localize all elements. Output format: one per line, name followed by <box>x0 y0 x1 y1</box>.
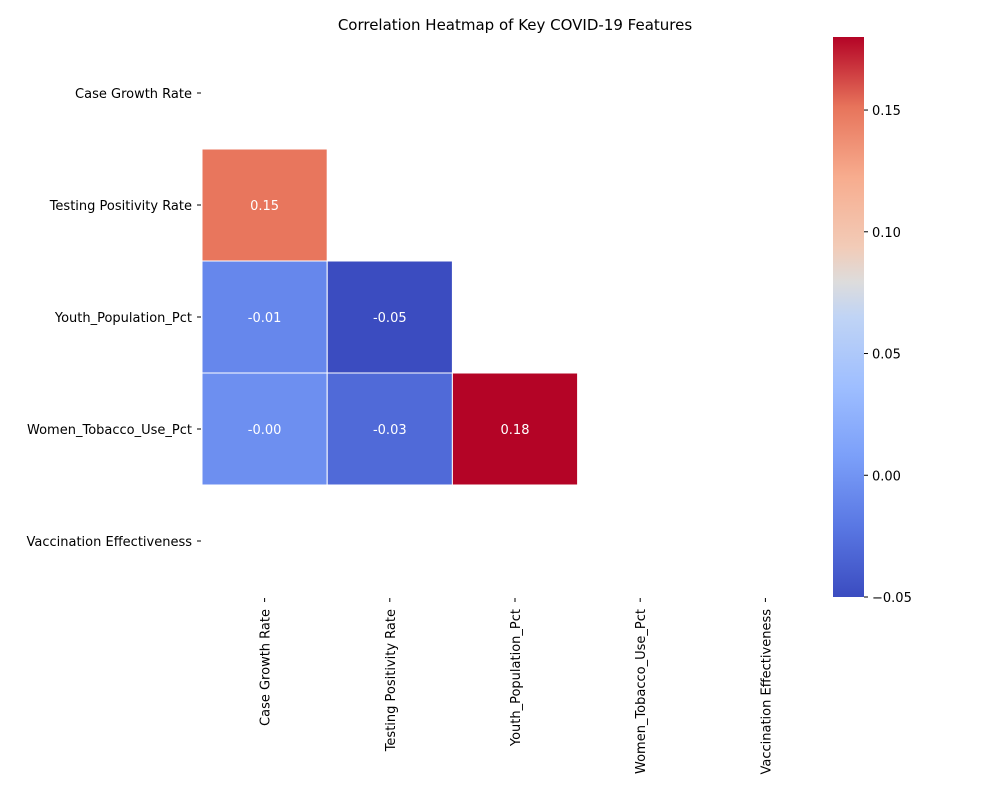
x-tick-label: Youth_Population_Pct <box>509 609 524 747</box>
y-tick-label: Case Growth Rate <box>75 87 192 102</box>
heatmap-cell <box>201 148 328 262</box>
colorbar-gradient <box>833 37 864 597</box>
cell-value-label: -0.05 <box>373 311 407 326</box>
heatmap-cell <box>201 372 328 486</box>
y-axis-labels: Case Growth Rate Testing Positivity Rate Y… <box>27 87 201 550</box>
y-tick-label: Testing Positivity Rate <box>49 199 192 214</box>
cell-value-label: -0.01 <box>248 311 282 326</box>
chart-title: Correlation Heatmap of Key COVID-19 Feat… <box>338 16 693 34</box>
heatmap-cell <box>326 260 453 374</box>
colorbar-tick-label: 0.00 <box>872 469 901 484</box>
y-tick-label: Youth_Population_Pct <box>54 311 192 326</box>
x-tick-label: Women_Tobacco_Use_Pct <box>634 609 649 774</box>
colorbar-tick-label: 0.10 <box>872 226 901 241</box>
cell-value-label: 0.18 <box>501 423 530 438</box>
y-tick-label: Women_Tobacco_Use_Pct <box>27 423 192 438</box>
cell-value-label: -0.03 <box>373 423 407 438</box>
x-tick-label: Case Growth Rate <box>259 609 274 726</box>
heatmap-cell <box>451 372 579 486</box>
colorbar-tick-label: 0.05 <box>872 348 901 363</box>
colorbar-tick-label: 0.15 <box>872 104 901 119</box>
cell-value-label: 0.15 <box>250 199 279 214</box>
colorbar-tick-label: −0.05 <box>872 591 912 606</box>
x-tick-label: Testing Positivity Rate <box>384 609 399 752</box>
y-tick-label: Vaccination Effectiveness <box>27 535 193 550</box>
heatmap-cell <box>201 260 328 374</box>
x-axis-labels: Case Growth Rate Testing Positivity Rate Y… <box>259 598 774 775</box>
x-tick-label: Vaccination Effectiveness <box>759 609 774 775</box>
heatmap-cell <box>326 372 453 486</box>
cell-value-label: -0.00 <box>248 423 282 438</box>
colorbar: −0.05 0.00 0.05 0.10 0.15 <box>833 37 912 606</box>
heatmap-cells: 0.15 -0.01 -0.05 -0.00 -0.03 0.18 <box>201 148 579 486</box>
